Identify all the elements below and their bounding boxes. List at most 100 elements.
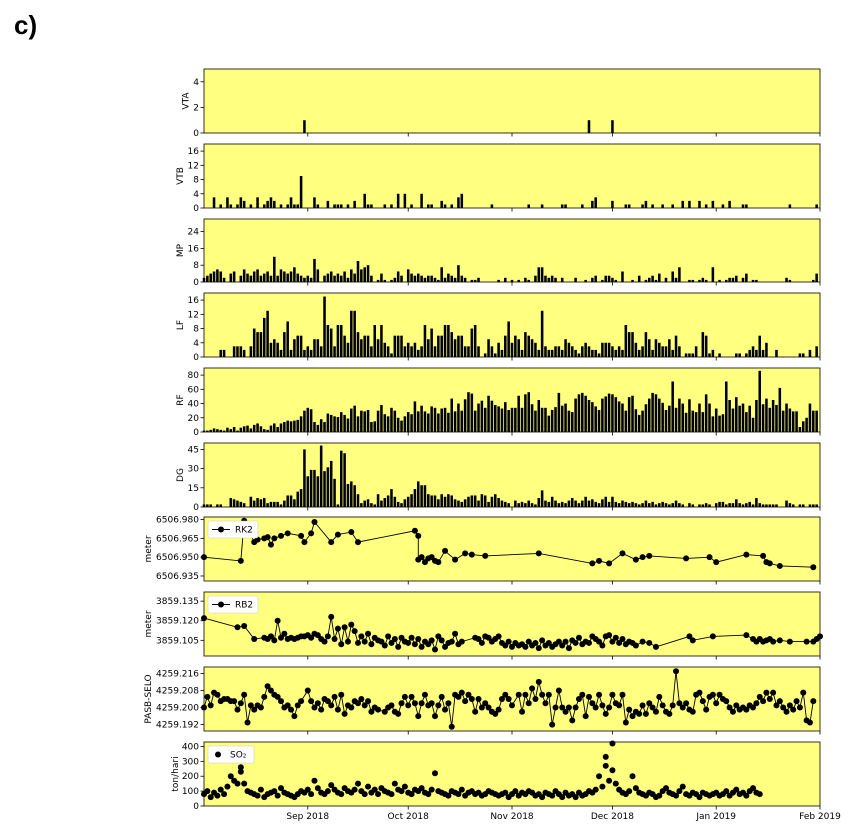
dg-bar [500, 500, 504, 507]
lf-bar [356, 332, 360, 357]
rk2-point [415, 532, 422, 539]
mp-bar [594, 275, 597, 282]
vta-plot-area [204, 69, 820, 133]
vtb-bar [262, 204, 266, 208]
so2-point [204, 788, 211, 795]
lf-bar [761, 349, 765, 357]
mp-bar [544, 275, 547, 282]
rk2-point [418, 554, 425, 561]
vtb-bar [313, 197, 316, 208]
rb2-point [505, 638, 512, 645]
pasb-point [207, 702, 214, 709]
vta-ytick-label: 2 [193, 103, 199, 113]
lf-bar [386, 346, 390, 357]
lf-bar [427, 339, 430, 357]
vtb-bar [242, 200, 246, 208]
rf-bar [206, 430, 209, 432]
rk2-point [810, 564, 817, 571]
vtb-bar [788, 204, 792, 208]
rf-bar [356, 416, 360, 432]
so2-point [663, 785, 669, 792]
rf-bar [343, 414, 346, 432]
rf-bar [748, 405, 751, 432]
dg-bar [668, 504, 671, 507]
rk2-point [589, 560, 596, 567]
mp-bar [273, 256, 276, 282]
lf-bar [393, 335, 397, 357]
rb2-point [344, 638, 351, 645]
rf-bar [775, 404, 778, 432]
pasb-point [214, 691, 221, 698]
rb2-point [609, 638, 616, 645]
so2-point [756, 791, 763, 798]
pasb-point [673, 668, 680, 675]
mp-bar [350, 269, 353, 282]
rb2-point [478, 639, 485, 646]
rb2-point [495, 633, 502, 640]
rb2-point [743, 632, 750, 639]
lf-bar [557, 346, 561, 357]
pasb-point [338, 691, 345, 698]
rf-bar [808, 403, 812, 432]
mp-bar [671, 271, 674, 282]
rf-bar [323, 422, 326, 432]
dg-bar [718, 501, 721, 507]
rf-bar [745, 412, 748, 432]
pasb-point [264, 683, 271, 690]
rb2-point [355, 639, 361, 646]
rk2-point [452, 556, 459, 563]
dg-bar [423, 485, 427, 507]
so2-point [549, 792, 556, 799]
vtb-ytick-label: 4 [193, 190, 199, 200]
rf-bar [457, 403, 460, 432]
dg-bar [356, 494, 360, 507]
so2-point [391, 780, 398, 787]
dg-bar [724, 504, 728, 507]
lf-bar [735, 353, 738, 357]
mp-bar [704, 279, 708, 282]
rf-bar [373, 421, 377, 432]
dg-bar [785, 500, 788, 507]
dg-bar [467, 496, 470, 507]
rf-bar [303, 410, 306, 432]
so2-xtick-label: Sep 2018 [286, 812, 329, 822]
mp-bar [296, 273, 300, 282]
rb2-point [586, 639, 592, 646]
rf-bar [724, 381, 728, 432]
mp-bar [540, 267, 544, 282]
mp-bar [440, 267, 443, 282]
pasb-point [381, 708, 388, 715]
rb2-point [418, 643, 425, 650]
vtb-bar [346, 204, 350, 208]
rf-bar [574, 398, 577, 432]
lf-bar [273, 339, 276, 357]
pasb-point [569, 717, 576, 724]
rf-bar [604, 396, 608, 432]
dg-bar [380, 500, 383, 507]
so2-point [432, 770, 438, 777]
rf-bar [393, 410, 397, 432]
rf-bar [403, 416, 407, 432]
mp-bar [785, 277, 788, 282]
rf-ylabel: RF [176, 394, 186, 405]
lf-bar [704, 335, 708, 357]
lf-bar [420, 346, 423, 357]
rf-bar [313, 422, 316, 432]
pasb-point [438, 693, 445, 700]
dg-bar [249, 496, 253, 507]
rb2-point [425, 641, 432, 648]
dg-bar [621, 500, 624, 507]
rf-bar [540, 407, 544, 432]
rf-bar [500, 408, 504, 432]
rb2-point [509, 643, 515, 650]
rf-bar [514, 407, 517, 432]
vtb-bar [527, 204, 531, 208]
vtb-bar [286, 204, 289, 208]
lf-bar [668, 339, 671, 357]
rb2-point [314, 632, 321, 639]
rf-bar [276, 427, 279, 432]
mp-bar [413, 275, 417, 282]
rf-bar [671, 381, 674, 432]
lf-bar [808, 349, 812, 357]
pasb-point [776, 698, 783, 705]
